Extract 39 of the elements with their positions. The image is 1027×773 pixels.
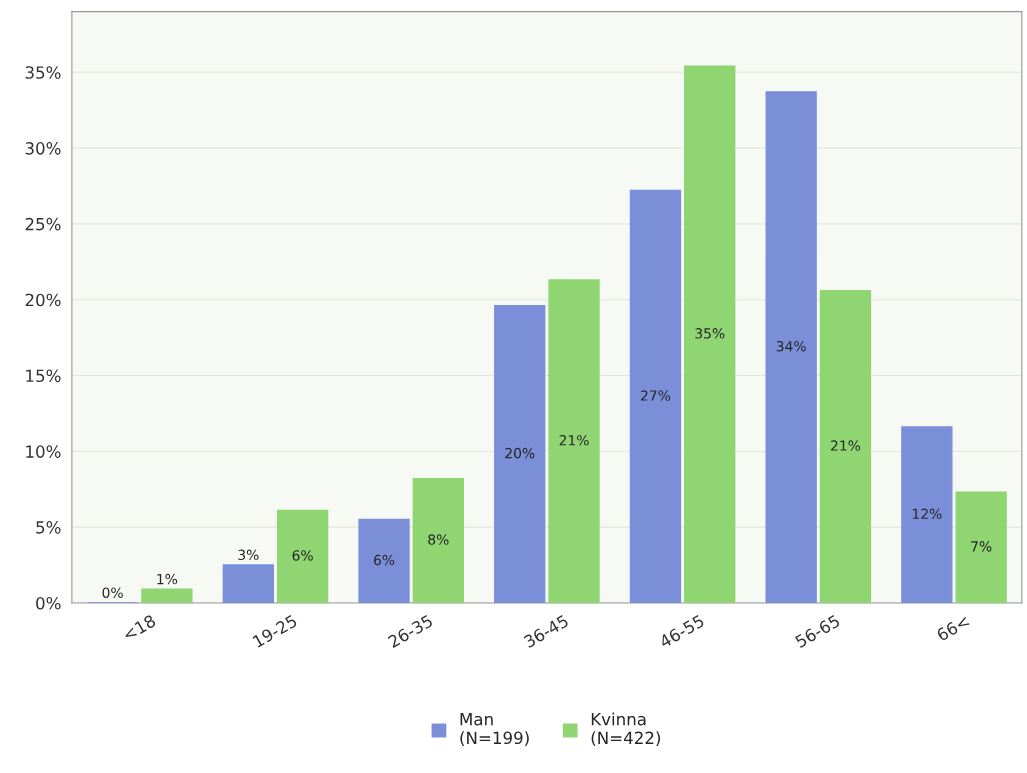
x-tick-label: 66<	[935, 614, 971, 642]
data-label: 1%	[157, 573, 178, 585]
bar	[412, 477, 464, 603]
bar	[222, 564, 274, 603]
bar	[358, 518, 410, 603]
y-tick-label: 5%	[36, 521, 61, 534]
bar	[276, 509, 329, 603]
x-tick-label: <18	[122, 614, 157, 642]
bar	[494, 305, 546, 603]
data-label: 6%	[292, 550, 313, 561]
data-label: 3%	[238, 549, 259, 561]
data-label: 0%	[102, 587, 123, 598]
bar	[765, 91, 817, 603]
data-label: 34%	[776, 340, 806, 352]
bar	[629, 189, 682, 603]
data-label: 35%	[695, 328, 725, 339]
bar	[548, 279, 600, 603]
data-label: 21%	[831, 440, 861, 451]
data-label: 7%	[971, 541, 992, 552]
y-tick-label: 35%	[25, 66, 61, 79]
y-tick-label: 30%	[25, 142, 61, 155]
data-label: 27%	[641, 390, 671, 401]
data-label: 8%	[428, 534, 449, 545]
y-tick-label: 10%	[26, 445, 61, 458]
bar	[901, 426, 953, 603]
legend-label: Man (N=199)	[460, 713, 529, 747]
bar	[819, 289, 872, 603]
y-tick-label: 0%	[36, 596, 61, 610]
data-label: 6%	[373, 554, 395, 566]
y-tick-label: 20%	[25, 293, 61, 307]
bar	[684, 65, 736, 603]
bar	[955, 491, 1007, 603]
y-tick-label: 15%	[26, 369, 61, 383]
bar	[141, 588, 193, 603]
data-label: 12%	[912, 508, 942, 520]
data-label: 21%	[559, 434, 589, 446]
legend-label: Kvinna (N=422)	[591, 712, 661, 747]
y-tick-label: 25%	[25, 217, 61, 231]
data-label: 20%	[505, 447, 535, 459]
